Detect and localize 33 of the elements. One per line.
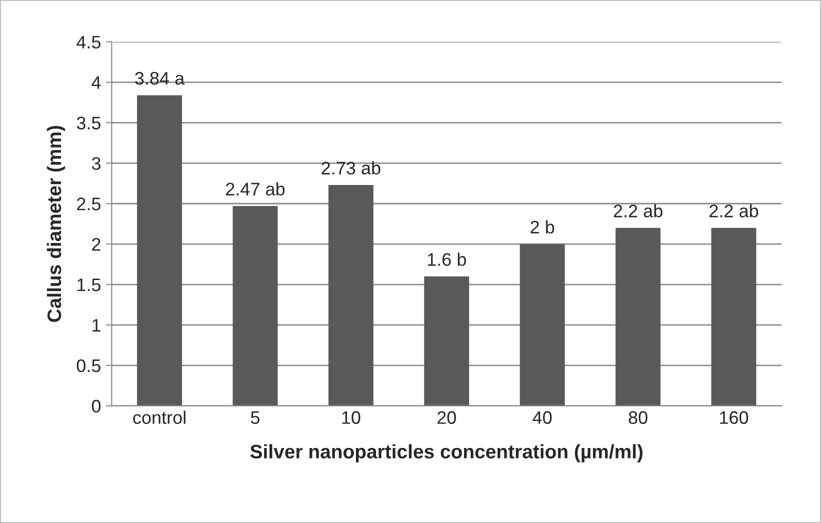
y-tick-label: 2.5 (77, 198, 100, 210)
y-tick-label: 4.5 (76, 36, 100, 49)
data-label: 2.73 ab (322, 161, 380, 175)
x-axis-title: Silver nanoparticles concentration (µm/ml) (250, 444, 643, 462)
bar (232, 206, 278, 406)
y-tick-label: 4 (92, 76, 101, 89)
bar (328, 185, 374, 406)
data-label: 2.47 ab (226, 182, 285, 196)
data-label: 3.84 a (135, 72, 185, 85)
data-label: 1.6 b (428, 252, 466, 266)
y-tick-label: 2 (92, 238, 100, 251)
bar (137, 95, 182, 406)
x-tick-label: 20 (437, 411, 456, 424)
x-tick-label: 80 (628, 411, 648, 424)
y-tick-label: 0 (92, 400, 101, 413)
x-tick-label: 40 (532, 411, 552, 424)
y-tick-label: 1 (92, 319, 100, 332)
data-label: 2 b (530, 220, 554, 234)
bar (711, 228, 756, 406)
x-tick-label: 160 (720, 411, 748, 424)
y-tick-label: 0.5 (76, 359, 100, 372)
y-tick-label: 3.5 (76, 116, 100, 130)
y-axis-title: Callus diameter (mm) (46, 126, 66, 322)
bar (616, 228, 661, 406)
x-tick-label: 5 (250, 411, 260, 424)
y-tick-label: 3 (92, 157, 100, 170)
bar (424, 276, 470, 406)
y-tick-label: 1.5 (78, 278, 100, 292)
data-label: 2.2 ab (614, 204, 662, 218)
x-tick-label: control (133, 410, 186, 424)
bar (520, 244, 565, 406)
data-label: 2.2 ab (710, 204, 758, 218)
x-tick-label: 10 (342, 411, 360, 424)
